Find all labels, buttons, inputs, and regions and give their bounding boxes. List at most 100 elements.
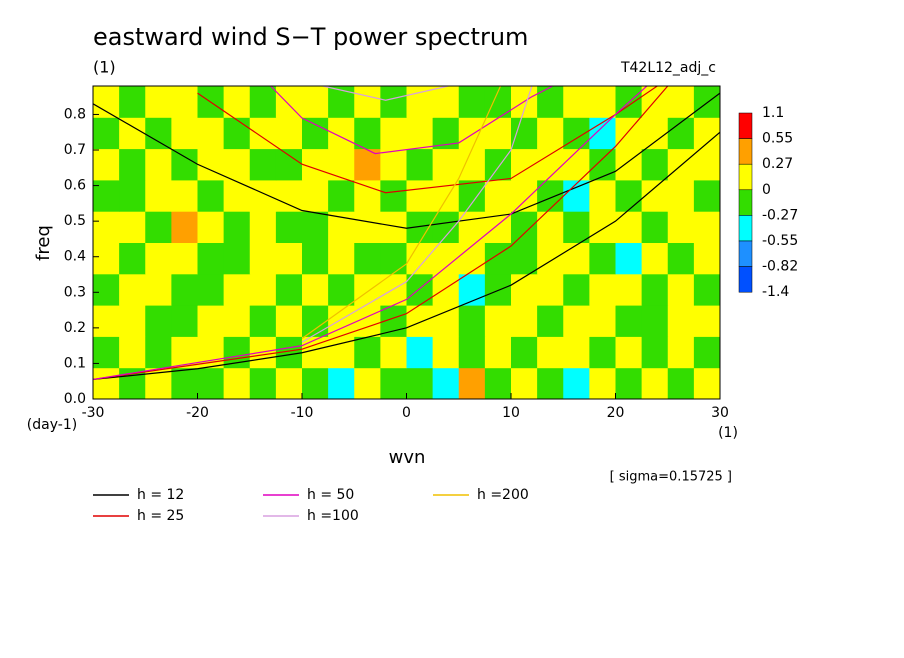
- y-tick-label: 0.3: [64, 284, 86, 300]
- field-cell: [693, 336, 720, 369]
- field-cell: [615, 305, 643, 337]
- field-cell: [406, 336, 434, 369]
- legend-label: h =200: [477, 487, 529, 503]
- field-cell: [458, 273, 486, 306]
- field-cell: [432, 148, 460, 181]
- field-cell: [667, 273, 695, 306]
- field-cell: [563, 305, 590, 337]
- field-cell: [119, 179, 146, 212]
- y-tick-label: 0.8: [64, 106, 86, 122]
- field-cell: [406, 86, 434, 118]
- field-cell: [171, 367, 198, 399]
- field-cell: [197, 367, 225, 399]
- field-cell: [171, 179, 198, 212]
- legend-label: h =100: [307, 508, 359, 524]
- colorbar-label: -0.55: [762, 233, 798, 249]
- field-cell: [432, 305, 460, 337]
- field-cell: [328, 273, 355, 306]
- field-cell: [615, 117, 643, 150]
- field-cell: [380, 148, 407, 181]
- field-cell: [406, 179, 434, 212]
- field-cell: [171, 117, 198, 150]
- field-cell: [693, 367, 720, 399]
- field-cell: [380, 86, 407, 118]
- field-cell: [354, 242, 381, 275]
- field-cell: [641, 242, 669, 275]
- field-cell: [171, 148, 198, 181]
- field-cell: [380, 117, 407, 150]
- field-cell: [589, 211, 616, 243]
- field-cell: [667, 86, 695, 118]
- field-cell: [223, 273, 251, 306]
- field-cell: [484, 148, 512, 181]
- field-cell: [275, 211, 303, 243]
- field-cell: [302, 148, 329, 181]
- field-cell: [615, 179, 643, 212]
- field-cell: [328, 148, 355, 181]
- field-cell: [667, 336, 695, 369]
- field-cell: [641, 367, 669, 399]
- title-unit: (1): [93, 58, 116, 77]
- field-cell: [302, 86, 329, 118]
- field-cell: [589, 242, 616, 275]
- dispersion-curve: [301, 86, 502, 340]
- field-cell: [458, 367, 486, 399]
- field-cell: [249, 179, 277, 212]
- field-cell: [667, 367, 695, 399]
- x-tick-label: -20: [186, 405, 209, 421]
- y-tick-label: 0.6: [64, 178, 86, 194]
- y-tick-label: 0.5: [64, 213, 86, 229]
- dispersion-curve: [322, 86, 449, 101]
- field-cell: [354, 336, 381, 369]
- field-cell: [458, 336, 486, 369]
- colorbar-label: 0.27: [762, 156, 793, 172]
- dispersion-curve: [93, 86, 648, 381]
- x-unit: (1): [718, 425, 738, 441]
- field-cell: [328, 179, 355, 212]
- field-cell: [354, 86, 381, 118]
- field-cell: [406, 242, 434, 275]
- field-cell: [197, 179, 225, 212]
- colorbar-label: 0.55: [762, 131, 793, 147]
- legend-label: h = 25: [137, 508, 184, 524]
- chart-title: eastward wind S−T power spectrum: [93, 23, 528, 51]
- field-cell: [667, 211, 695, 243]
- y-axis-label: freq: [33, 225, 54, 261]
- field-cell: [667, 148, 695, 181]
- field-cell: [275, 242, 303, 275]
- field-cell: [432, 86, 460, 118]
- field-cell: [693, 86, 720, 118]
- colorbar-label: -0.82: [762, 259, 798, 275]
- field-cell: [119, 211, 146, 243]
- field-cell: [667, 305, 695, 337]
- field-cell: [145, 305, 172, 337]
- y-tick-label: 0.4: [64, 249, 86, 265]
- field-cell: [537, 273, 564, 306]
- field-cell: [484, 336, 512, 369]
- field-cell: [249, 273, 277, 306]
- field-cell: [563, 242, 590, 275]
- field-cell: [93, 148, 120, 181]
- field-cell: [275, 305, 303, 337]
- field-cell: [354, 179, 381, 212]
- field-cell: [589, 367, 616, 399]
- x-tick-label: 10: [502, 405, 520, 421]
- field-cell: [511, 117, 538, 150]
- field-cell: [93, 117, 120, 150]
- x-axis-label: wvn: [389, 447, 426, 468]
- dispersion-curve: [93, 92, 720, 229]
- field-cell: [693, 242, 720, 275]
- field-cell: [119, 336, 146, 369]
- field-cell: [223, 305, 251, 337]
- field-cell: [93, 273, 120, 306]
- field-cell: [249, 86, 277, 118]
- dispersion-curve: [93, 86, 669, 381]
- field-cell: [223, 211, 251, 243]
- colorbar-box: [738, 163, 753, 191]
- colorbar-label: 1.1: [762, 105, 784, 121]
- field-cell: [119, 148, 146, 181]
- field-cell: [589, 179, 616, 212]
- field-cell: [667, 179, 695, 212]
- field-cell: [328, 367, 355, 399]
- field-cell: [693, 179, 720, 212]
